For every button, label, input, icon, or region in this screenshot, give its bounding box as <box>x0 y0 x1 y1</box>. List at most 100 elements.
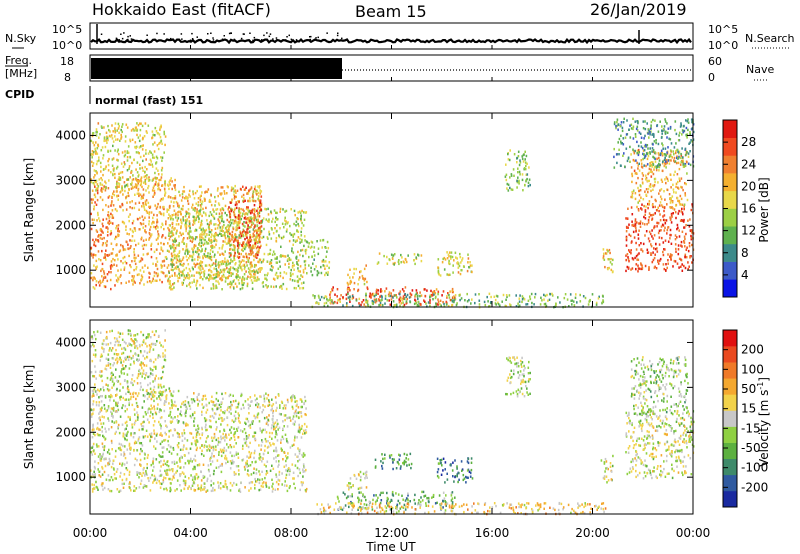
heatmap-cell <box>204 212 207 215</box>
heatmap-cell <box>158 461 161 464</box>
heatmap-cell <box>661 169 664 173</box>
heatmap-cell <box>154 226 157 229</box>
heatmap-cell <box>496 295 499 298</box>
heatmap-cell <box>280 254 282 257</box>
colorbar-segment <box>723 173 737 192</box>
heatmap-cell <box>128 398 130 401</box>
heatmap-cell <box>175 200 178 204</box>
heatmap-cell <box>128 167 130 170</box>
heatmap-cell <box>401 298 404 302</box>
heatmap-cell <box>323 302 326 305</box>
heatmap-cell <box>247 224 249 227</box>
heatmap-cell <box>669 228 672 232</box>
heatmap-cell <box>347 296 350 299</box>
heatmap-cell <box>191 274 193 277</box>
heatmap-cell <box>438 273 440 276</box>
heatmap-cell <box>653 225 656 229</box>
heatmap-cell <box>256 250 259 253</box>
heatmap-cell <box>233 248 236 251</box>
heatmap-cell <box>215 239 218 243</box>
heatmap-cell <box>187 212 190 215</box>
heatmap-cell <box>275 239 277 243</box>
heatmap-cell <box>681 207 683 211</box>
heatmap-cell <box>643 145 646 148</box>
heatmap-cell <box>126 432 128 435</box>
heatmap-cell <box>90 276 93 280</box>
heatmap-cell <box>115 190 118 193</box>
heatmap-cell <box>163 132 166 136</box>
heatmap-cell <box>648 266 650 269</box>
heatmap-cell <box>173 263 175 266</box>
heatmap-cell <box>653 135 655 138</box>
heatmap-cell <box>161 198 164 201</box>
heatmap-cell <box>298 210 301 213</box>
heatmap-cell <box>324 295 327 298</box>
heatmap-cell <box>429 299 431 302</box>
heatmap-cell <box>684 182 686 185</box>
heatmap-cell <box>175 230 178 234</box>
heatmap-cell <box>305 248 308 252</box>
heatmap-cell <box>283 255 286 258</box>
n-search-point <box>223 35 225 37</box>
heatmap-cell <box>141 449 143 453</box>
heatmap-cell <box>188 236 191 240</box>
heatmap-cell <box>112 144 114 148</box>
heatmap-cell <box>92 141 95 144</box>
heatmap-cell <box>138 194 140 198</box>
heatmap-cell <box>111 395 113 398</box>
heatmap-cell <box>518 163 521 167</box>
heatmap-cell <box>646 179 649 183</box>
heatmap-cell <box>444 258 447 261</box>
heatmap-cell <box>228 255 231 258</box>
heatmap-cell <box>469 264 472 267</box>
heatmap-cell <box>197 266 200 269</box>
heatmap-cell <box>234 282 237 285</box>
heatmap-cell <box>259 270 261 273</box>
heatmap-cell <box>639 184 642 187</box>
heatmap-cell <box>681 263 683 266</box>
heatmap-cell <box>639 220 642 223</box>
heatmap-cell <box>250 253 253 256</box>
heatmap-cell <box>246 284 249 288</box>
heatmap-cell <box>676 223 679 227</box>
heatmap-cell <box>589 298 591 302</box>
heatmap-cell <box>236 255 239 258</box>
heatmap-cell <box>458 294 461 297</box>
heatmap-cell <box>251 270 254 273</box>
heatmap-cell <box>103 285 106 288</box>
heatmap-cell <box>172 263 174 266</box>
heatmap-cell <box>129 206 131 209</box>
heatmap-cell <box>256 234 259 237</box>
heatmap-cell <box>420 294 423 297</box>
heatmap-cell <box>148 179 151 182</box>
heatmap-cell <box>377 261 380 264</box>
heatmap-cell <box>196 210 198 214</box>
heatmap-cell <box>139 482 142 485</box>
heatmap-cell <box>202 270 205 274</box>
heatmap-cell <box>131 161 133 165</box>
heatmap-cell <box>196 247 199 250</box>
heatmap-cell <box>660 149 663 152</box>
heatmap-cell <box>135 397 137 401</box>
heatmap-cell <box>248 230 251 233</box>
heatmap-cell <box>177 408 179 411</box>
heatmap-cell <box>297 259 300 262</box>
heatmap-cell <box>168 271 170 274</box>
heatmap-cell <box>138 476 140 479</box>
heatmap-cell <box>105 181 107 185</box>
heatmap-cell <box>319 298 321 301</box>
heatmap-cell <box>154 447 157 450</box>
heatmap-cell <box>200 250 202 253</box>
heatmap-cell <box>206 219 208 222</box>
heatmap-cell <box>188 234 191 238</box>
heatmap-cell <box>278 260 281 263</box>
heatmap-cell <box>109 459 111 463</box>
heatmap-cell <box>172 268 174 272</box>
heatmap-cell <box>108 452 111 455</box>
heatmap-cell <box>217 224 220 227</box>
heatmap-cell <box>168 232 170 235</box>
n-sky-tick-low: 10^0 <box>52 39 82 52</box>
heatmap-cell <box>108 134 111 138</box>
heatmap-cell <box>91 436 94 439</box>
heatmap-cell <box>94 195 97 199</box>
